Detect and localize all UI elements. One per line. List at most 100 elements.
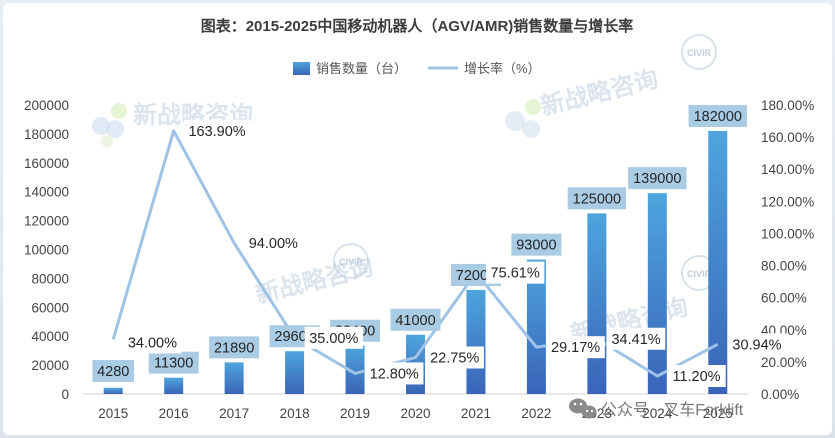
bar-value-label: 41000: [395, 313, 435, 329]
line-value-label-box: [546, 336, 605, 359]
bar-value-label-box: [688, 105, 747, 128]
line-value-label-box: [365, 362, 424, 385]
y-left-tick-label: 20000: [31, 358, 69, 373]
line-value-label: 34.41%: [611, 332, 660, 348]
x-tick-label: 2015: [98, 406, 128, 421]
x-tick-label: 2025: [703, 406, 733, 421]
line-value-label: 163.90%: [188, 124, 245, 140]
bar-value-label-box: [390, 308, 441, 331]
x-tick-label: 2019: [340, 406, 370, 421]
bar-value-label: 182000: [694, 109, 742, 125]
x-tick-label: 2022: [521, 406, 551, 421]
y-axis-right: 0.00%20.00%40.00%60.00%80.00%100.00%120.…: [761, 98, 814, 402]
footer-watermark: 公众号 · 叉车Forklift: [569, 398, 744, 419]
y-right-tick-label: 0.00%: [761, 387, 799, 402]
y-right-tick-label: 60.00%: [761, 291, 807, 306]
bar-value-label: 4280: [97, 364, 129, 380]
y-right-tick-label: 120.00%: [761, 194, 814, 209]
bar: [164, 377, 184, 394]
bar: [224, 362, 244, 394]
watermark-badge-text: CIVIR: [339, 257, 364, 267]
y-right-tick-label: 160.00%: [761, 130, 814, 145]
bar: [526, 259, 546, 394]
y-right-tick-label: 20.00%: [761, 355, 807, 370]
legend-bar-swatch: [293, 62, 310, 75]
bar-value-label: 93000: [516, 238, 556, 254]
y-left-tick-label: 200000: [24, 98, 69, 113]
line-value-label-box: [667, 365, 726, 388]
bar-value-label-box: [628, 167, 687, 190]
line-value-label: 30.94%: [732, 337, 781, 353]
bar-value-label: 21890: [214, 340, 254, 356]
bar: [587, 213, 607, 394]
legend: 销售数量（台） 增长率（%）: [293, 61, 541, 76]
growth-line: [111, 129, 719, 378]
watermark-logo-right: [505, 99, 541, 138]
line-value-label-box: [183, 119, 251, 142]
bar-value-label-box: [511, 233, 562, 256]
y-left-tick-label: 140000: [24, 185, 69, 200]
chart-svg: 图表：2015-2025中国移动机器人（AGV/AMR)销售数量与增长率 销售数…: [24, 17, 814, 421]
line-value-label: 11.20%: [672, 369, 720, 385]
y-right-tick-label: 100.00%: [761, 226, 814, 241]
watermark-badge-text: CIVIR: [687, 269, 712, 279]
line-value-label-box: [727, 333, 787, 356]
y-right-tick-label: 140.00%: [761, 162, 814, 177]
line-value-label-box: [304, 326, 363, 349]
x-tick-label: 2020: [400, 406, 430, 421]
line-value-label: 12.80%: [370, 366, 419, 382]
line-value-label-box: [606, 327, 666, 350]
watermark-badge: CIVIR: [681, 34, 717, 70]
chart-card: 图表：2015-2025中国移动机器人（AGV/AMR)销售数量与增长率 销售数…: [3, 3, 832, 435]
chart-title: 图表：2015-2025中国移动机器人（AGV/AMR)销售数量与增长率: [201, 17, 634, 35]
x-tick-label: 2021: [461, 406, 491, 421]
bar-value-label-box: [92, 360, 135, 382]
x-tick-label: 2017: [219, 406, 249, 421]
y-right-tick-label: 180.00%: [761, 98, 814, 113]
y-left-tick-label: 60000: [31, 300, 69, 315]
bar: [647, 193, 667, 394]
bar-value-label-box: [567, 187, 627, 210]
bar: [708, 131, 728, 394]
line-value-label: 35.00%: [309, 331, 358, 347]
line-value-label-box: [425, 346, 484, 369]
y-axis-left: 0 20000 40000 60000 80000 100000 120000 140000 1…: [24, 98, 69, 402]
line-series: [111, 129, 719, 378]
line-value-label: 29.17%: [551, 340, 600, 356]
line-value-label-box: [244, 232, 303, 255]
footer-watermark-text: 公众号 · 叉车Forklift: [601, 401, 744, 419]
bar-value-label-box: [209, 336, 260, 359]
y-left-tick-label: 40000: [31, 329, 69, 344]
y-left-tick-label: 180000: [24, 127, 69, 142]
y-left-tick-label: 120000: [24, 214, 69, 229]
legend-bar-label: 销售数量（台）: [316, 61, 407, 76]
y-left-tick-label: 0: [61, 387, 69, 402]
line-value-label: 75.61%: [491, 266, 540, 282]
watermark-brand: 新战略咨询: [538, 65, 661, 121]
bar-value-label: 139000: [633, 171, 681, 187]
bar: [103, 387, 123, 394]
y-left-tick-label: 100000: [24, 243, 69, 258]
watermark-badge-text: CIVIR: [687, 48, 712, 58]
bar-value-label: 11300: [154, 356, 193, 372]
bar: [285, 351, 305, 394]
line-data-labels: 34.00% 163.90% 94.00% 35.00% 12.80% 22.75% 75.…: [123, 119, 787, 388]
watermark-badge: CIVIR: [333, 243, 369, 279]
watermark-logo-left: [92, 103, 127, 147]
legend-line-label: 增长率（%）: [464, 61, 541, 76]
bar: [466, 289, 486, 394]
bar: [345, 345, 365, 394]
line-value-label-box: [485, 261, 545, 284]
x-tick-label: 2018: [280, 406, 310, 421]
line-value-label: 94.00%: [249, 236, 298, 252]
y-left-tick-label: 160000: [24, 156, 69, 171]
x-tick-label: 2016: [159, 406, 189, 421]
line-value-label: 22.75%: [430, 350, 479, 366]
line-value-label: 34.00%: [128, 335, 177, 351]
bar-value-label-box: [148, 351, 199, 374]
y-left-tick-label: 80000: [31, 271, 69, 286]
bar-value-label: 125000: [573, 191, 621, 207]
y-right-tick-label: 80.00%: [761, 259, 807, 274]
wechat-icon: [569, 398, 597, 419]
x-tick-label: 2024: [642, 406, 673, 421]
